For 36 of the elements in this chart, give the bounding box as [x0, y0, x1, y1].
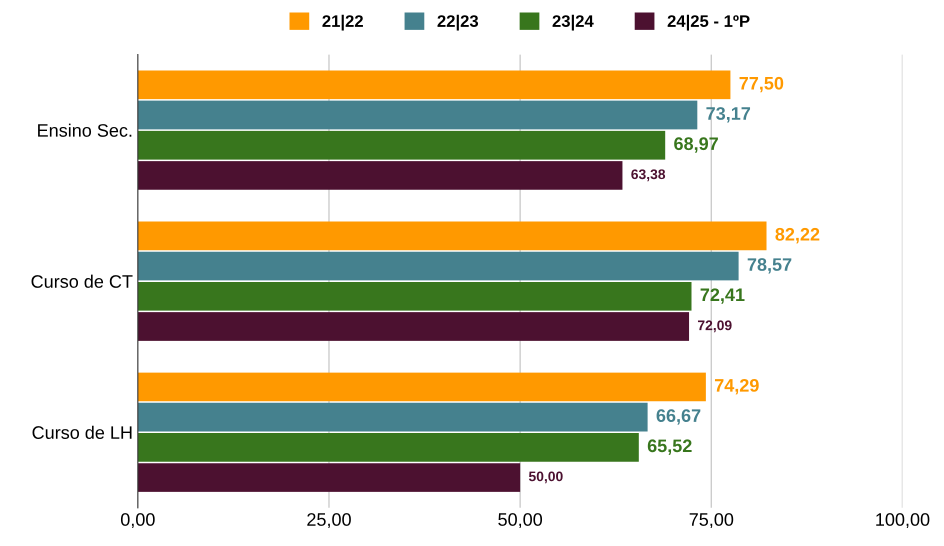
data-label: 82,22 — [775, 228, 820, 244]
data-label: 74,29 — [714, 378, 759, 394]
data-label: 72,09 — [698, 320, 732, 332]
bar — [138, 463, 520, 492]
x-tick-label: 100,00 — [876, 513, 930, 528]
data-label: 68,97 — [674, 137, 718, 153]
x-tick-label: 75,00 — [690, 513, 734, 528]
y-tick-label: Curso de LH — [32, 426, 132, 439]
data-label: 72,41 — [700, 288, 745, 304]
data-label: 78,57 — [748, 258, 792, 274]
legend-label: 22|23 — [438, 14, 478, 31]
x-tick-label: 25,00 — [307, 513, 351, 528]
y-tick-label: Curso de CT — [32, 274, 133, 288]
x-tick-label: 0,00 — [120, 513, 155, 528]
bar — [138, 252, 739, 280]
data-label: 77,50 — [740, 76, 784, 92]
data-label: 65,52 — [648, 439, 692, 455]
y-tick-label: Ensino Sec. — [38, 124, 132, 137]
bar — [138, 282, 692, 311]
x-tick-label: 50,00 — [498, 513, 542, 528]
legend-label: 21|22 — [322, 14, 363, 31]
legend-label: 24|25 - 1ºP — [668, 14, 750, 31]
bar — [138, 222, 767, 250]
bar — [138, 100, 698, 130]
bar — [138, 312, 690, 341]
legend-label: 23|24 — [552, 14, 594, 31]
data-label: 63,38 — [631, 169, 666, 182]
data-label: 73,17 — [706, 107, 750, 122]
bar — [138, 130, 666, 160]
bar — [138, 372, 706, 402]
data-label: 50,00 — [528, 471, 563, 484]
bar — [138, 402, 648, 432]
bar — [138, 70, 730, 100]
data-label: 66,67 — [656, 409, 700, 425]
bar — [138, 161, 622, 190]
bar — [138, 433, 639, 462]
